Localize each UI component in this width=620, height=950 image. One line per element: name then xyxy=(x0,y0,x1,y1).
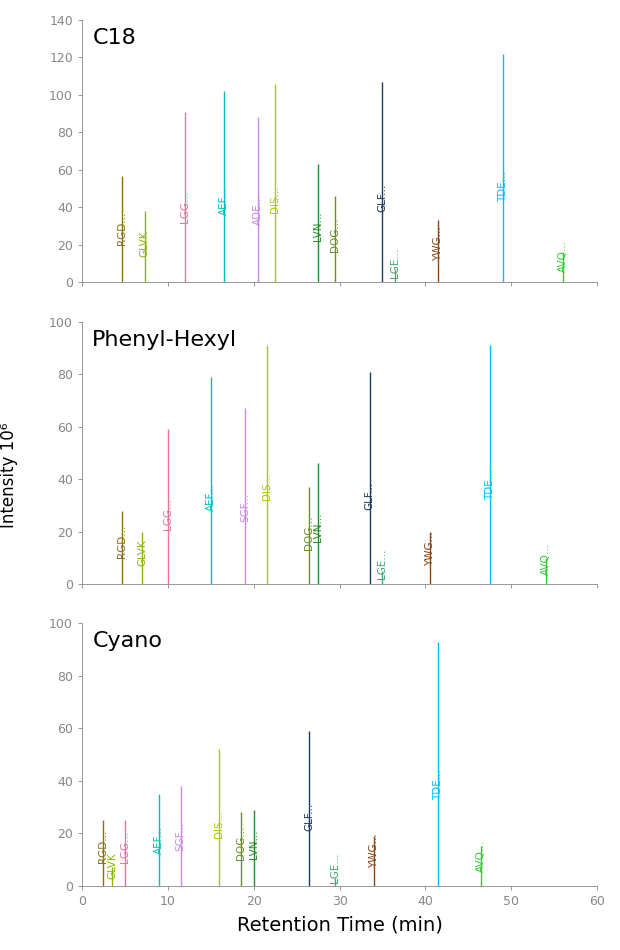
Text: LGE...: LGE... xyxy=(330,852,340,883)
Text: Phenyl-Hexyl: Phenyl-Hexyl xyxy=(92,330,237,350)
Text: RGD...: RGD... xyxy=(99,829,108,863)
Text: AVQ...: AVQ... xyxy=(541,542,551,575)
Text: DIS...: DIS... xyxy=(215,810,224,838)
Text: AEF...: AEF... xyxy=(206,484,216,511)
Text: ADE...: ADE... xyxy=(253,193,263,224)
Text: LGG...: LGG... xyxy=(180,191,190,222)
Text: LGG...: LGG... xyxy=(120,830,130,863)
Text: GLF...: GLF... xyxy=(365,482,374,509)
Text: AVQ...: AVQ... xyxy=(558,239,568,272)
Text: Intensity 10⁶: Intensity 10⁶ xyxy=(0,423,19,527)
Text: RGD...: RGD... xyxy=(117,212,127,245)
Text: DOG...: DOG... xyxy=(330,218,340,252)
Text: TDE...: TDE... xyxy=(498,171,508,202)
Text: GLVK: GLVK xyxy=(140,231,149,257)
Text: RGD...: RGD... xyxy=(117,525,127,559)
Text: LVN...: LVN... xyxy=(313,512,323,542)
Text: AEF...: AEF... xyxy=(219,187,229,216)
Text: YWG...: YWG... xyxy=(425,531,435,565)
Text: DOG...: DOG... xyxy=(304,516,314,550)
Text: AVQ...: AVQ... xyxy=(476,840,486,872)
Text: LVN...: LVN... xyxy=(249,829,259,859)
Text: GLF...: GLF... xyxy=(304,803,314,831)
Text: YWG...: YWG... xyxy=(369,833,379,868)
Text: TDE...: TDE... xyxy=(433,770,443,800)
Text: AEF...: AEF... xyxy=(154,826,164,853)
Text: LVN...: LVN... xyxy=(313,212,323,241)
Text: DIS...: DIS... xyxy=(270,185,280,213)
Text: SGF...: SGF... xyxy=(175,822,186,851)
Text: SGF...: SGF... xyxy=(240,493,250,522)
Text: C18: C18 xyxy=(92,28,136,48)
Text: GLF...: GLF... xyxy=(378,184,388,212)
Text: LGE...: LGE... xyxy=(391,247,401,277)
Text: GLVK: GLVK xyxy=(107,852,117,879)
Text: LGG...: LGG... xyxy=(163,498,173,530)
Text: DOG...: DOG... xyxy=(236,826,246,860)
X-axis label: Retention Time (min): Retention Time (min) xyxy=(237,916,443,935)
Text: YWG...: YWG... xyxy=(433,226,443,260)
Text: TDE...: TDE... xyxy=(485,469,495,501)
Text: Cyano: Cyano xyxy=(92,631,162,651)
Text: DIS...: DIS... xyxy=(262,473,272,501)
Text: LGE...: LGE... xyxy=(378,549,388,579)
Text: GLVK: GLVK xyxy=(137,539,147,565)
